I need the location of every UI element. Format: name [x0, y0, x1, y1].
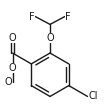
Text: O: O: [4, 77, 12, 87]
Text: O: O: [9, 33, 16, 43]
Text: F: F: [29, 12, 35, 22]
Text: O: O: [46, 33, 54, 43]
Text: Cl: Cl: [89, 91, 98, 101]
Text: F: F: [65, 12, 71, 22]
Text: O: O: [9, 63, 16, 73]
